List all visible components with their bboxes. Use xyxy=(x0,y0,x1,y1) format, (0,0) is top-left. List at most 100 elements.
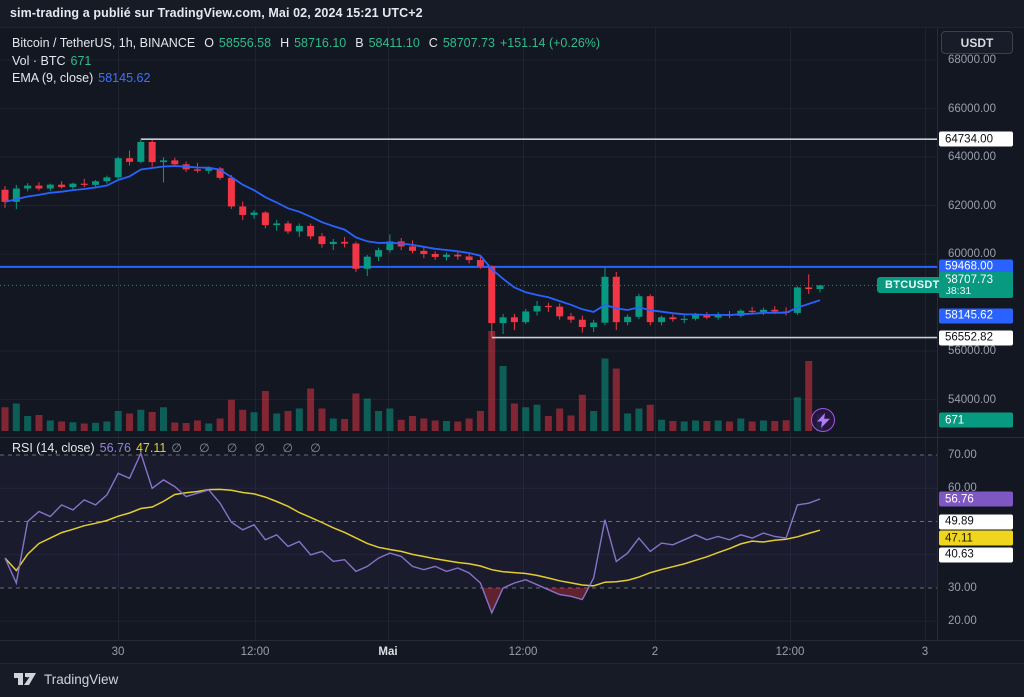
price-label-green: 671 xyxy=(939,412,1013,428)
volume-bar xyxy=(533,404,541,431)
volume-bar xyxy=(748,421,756,431)
low-value: 58411.10 xyxy=(368,36,420,50)
volume-bar xyxy=(363,398,371,431)
candle-body xyxy=(624,316,632,323)
tradingview-link[interactable]: TradingView xyxy=(14,672,118,687)
price-label-green: 58707.73 38:31 xyxy=(939,272,1013,299)
volume-bar xyxy=(578,394,586,431)
open-label: O xyxy=(204,36,214,50)
tradingview-logo-icon xyxy=(14,673,36,685)
volume-bar xyxy=(759,420,767,431)
volume-bar xyxy=(680,421,688,431)
price-label-white: 40.63 xyxy=(939,547,1013,563)
volume-bar xyxy=(793,397,801,431)
price-label-white: 56552.82 xyxy=(939,330,1013,346)
publish-flash-icon[interactable] xyxy=(811,408,835,432)
candle-body xyxy=(341,241,349,244)
volume-bar xyxy=(284,411,292,431)
symbol-title: Bitcoin / TetherUS, 1h, BINANCE xyxy=(12,36,196,50)
volume-bar xyxy=(193,420,201,431)
lightning-bolt-icon xyxy=(816,412,830,428)
time-axis-label: 12:00 xyxy=(240,646,270,658)
ema-legend-row[interactable]: EMA (9, close) 58145.62 xyxy=(12,71,150,85)
volume-bar xyxy=(544,416,552,431)
volume-bar xyxy=(239,409,247,431)
candle-body xyxy=(114,158,122,178)
candle-body xyxy=(273,223,281,226)
candle-body xyxy=(58,184,66,188)
candle-body xyxy=(409,246,417,251)
volume-bar xyxy=(499,366,507,431)
candle-body xyxy=(431,254,439,257)
candle-body xyxy=(454,254,462,257)
time-axis-label: 3 xyxy=(921,646,929,658)
volume-bar xyxy=(488,331,496,431)
volume-bar xyxy=(159,407,167,431)
volume-bar xyxy=(261,391,269,431)
volume-bar xyxy=(216,418,224,431)
candle-body xyxy=(193,169,201,171)
price-label-blue: 59468.00 xyxy=(939,259,1013,275)
volume-bar xyxy=(612,368,620,431)
volume-bar xyxy=(58,421,66,431)
currency-toggle-button[interactable]: USDT xyxy=(941,31,1013,54)
candle-body xyxy=(442,254,450,257)
volume-bar xyxy=(590,411,598,431)
price-axis-tick: 68000.00 xyxy=(948,54,996,66)
candle-body xyxy=(658,317,666,323)
candle-body xyxy=(80,183,88,185)
volume-legend-row[interactable]: Vol · BTC 671 xyxy=(12,54,91,68)
candle-body xyxy=(216,168,224,178)
price-axis-tick: 64000.00 xyxy=(948,151,996,163)
candle-body xyxy=(159,160,167,163)
volume-bar xyxy=(714,420,722,431)
candle-body xyxy=(261,212,269,226)
high-label: H xyxy=(280,36,290,50)
volume-bar xyxy=(273,413,281,431)
candle-body xyxy=(533,305,541,312)
volume-bar xyxy=(567,415,575,431)
candle-body xyxy=(544,305,552,308)
rsi-label: RSI (14, close) xyxy=(12,441,95,455)
price-axis-tick: 54000.00 xyxy=(948,393,996,406)
volume-bar xyxy=(635,408,643,431)
rsi-line xyxy=(4,451,821,615)
candle-body xyxy=(488,266,496,324)
volume-bar xyxy=(341,419,349,431)
candle-body xyxy=(239,206,247,215)
candle-body xyxy=(375,250,383,257)
ema-value: 58145.62 xyxy=(98,71,151,85)
volume-bar xyxy=(205,423,213,431)
symbol-legend-row[interactable]: Bitcoin / TetherUS, 1h, BINANCE O 58556.5… xyxy=(12,36,600,50)
volume-bar xyxy=(35,415,43,431)
candle-body xyxy=(307,225,315,237)
change-value: +151.14 (+0.26%) xyxy=(499,36,601,50)
candle-body xyxy=(137,141,145,162)
brand-text: TradingView xyxy=(44,672,119,687)
volume-bar xyxy=(431,420,439,431)
volume-bar xyxy=(148,412,156,431)
volume-bar xyxy=(137,409,145,431)
time-axis[interactable] xyxy=(0,640,1024,663)
volume-bar xyxy=(352,393,360,431)
rsi-band-fill xyxy=(0,455,937,588)
countdown-timer: 38:31 xyxy=(945,284,972,297)
volume-bar xyxy=(307,388,315,431)
rsi-value: 56.76 xyxy=(99,441,131,455)
volume-bar xyxy=(782,420,790,431)
price-axis-tick: 56000.00 xyxy=(948,345,996,357)
rsi-axis-tick: 60.00 xyxy=(948,482,977,495)
rsi-ma-value: 47.11 xyxy=(135,441,167,455)
volume-bar xyxy=(295,408,303,431)
candle-body xyxy=(12,188,20,202)
price-axis-tick: 62000.00 xyxy=(948,199,996,212)
price-axis-tick: 66000.00 xyxy=(948,102,996,115)
candle-body xyxy=(748,310,756,312)
price-label-white: 49.89 xyxy=(939,514,1013,530)
rsi-legend-row[interactable]: RSI (14, close) 56.76 47.11 ∅ ∅ ∅ ∅ ∅ ∅ xyxy=(12,441,328,455)
price-label-purple: 56.76 xyxy=(939,491,1013,507)
candle-body xyxy=(329,241,337,245)
open-value: 58556.58 xyxy=(218,36,272,50)
candle-body xyxy=(703,314,711,318)
